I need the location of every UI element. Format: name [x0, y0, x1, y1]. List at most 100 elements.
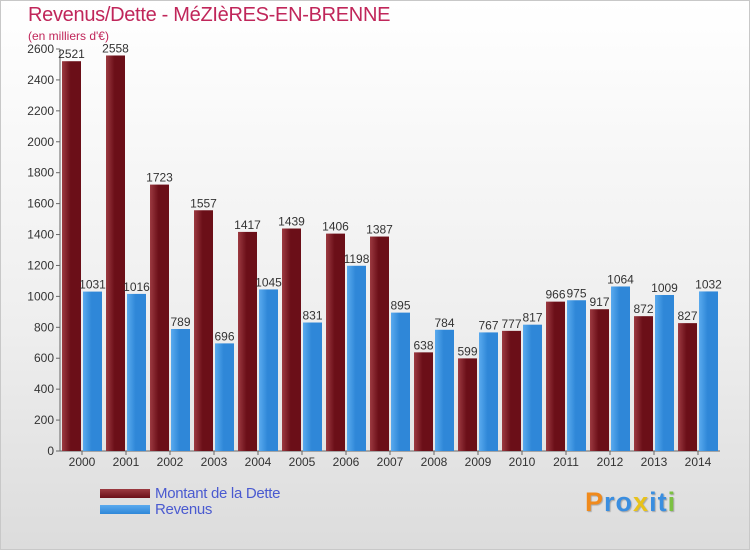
- bar-dette: [62, 61, 81, 452]
- y-tick-label: 1800: [27, 166, 54, 180]
- data-label-revenus: 831: [302, 309, 322, 323]
- x-tick-label: 2014: [685, 455, 712, 469]
- data-label-dette: 1723: [146, 171, 173, 185]
- proxiti-logo: Proxiti: [585, 487, 676, 518]
- bar-revenus: [83, 291, 102, 451]
- bar-dette: [370, 236, 389, 451]
- data-label-dette: 1406: [322, 220, 349, 234]
- logo-letter: P: [585, 487, 605, 517]
- bar-dette: [546, 301, 565, 451]
- data-label-revenus: 784: [434, 316, 454, 330]
- data-label-dette: 827: [677, 309, 697, 323]
- bar-revenus: [215, 343, 234, 451]
- data-label-revenus: 1045: [255, 275, 282, 289]
- data-label-revenus: 1064: [607, 272, 634, 286]
- bar-dette: [150, 184, 169, 451]
- bar-dette: [590, 309, 609, 451]
- x-tick-label: 2012: [597, 455, 624, 469]
- bar-dette: [502, 330, 521, 451]
- legend-swatch-revenus: [100, 505, 150, 514]
- bar-revenus: [567, 300, 586, 451]
- data-label-revenus: 767: [478, 318, 498, 332]
- y-tick-label: 400: [34, 382, 54, 396]
- x-tick-label: 2006: [333, 455, 360, 469]
- logo-letter: r: [604, 487, 616, 517]
- chart-subtitle: (en milliers d'€): [28, 29, 109, 43]
- x-tick-label: 2004: [245, 455, 272, 469]
- logo-letter: t: [657, 487, 668, 517]
- logo-letter: i: [649, 487, 658, 517]
- data-label-dette: 638: [413, 338, 433, 352]
- legend-swatch-dette: [100, 489, 150, 498]
- bar-revenus: [435, 329, 454, 451]
- logo-letter: o: [615, 487, 634, 517]
- y-tick-label: 1000: [27, 289, 54, 303]
- data-label-revenus: 696: [214, 329, 234, 343]
- y-tick-label: 0: [47, 444, 54, 458]
- data-label-revenus: 1031: [79, 278, 106, 292]
- bar-revenus: [479, 332, 498, 451]
- x-tick-label: 2003: [201, 455, 228, 469]
- bar-dette: [634, 316, 653, 451]
- bar-dette: [194, 210, 213, 451]
- data-label-revenus: 817: [522, 311, 542, 325]
- data-label-revenus: 1032: [695, 277, 722, 291]
- bar-revenus: [391, 312, 410, 451]
- y-tick-label: 2200: [27, 104, 54, 118]
- data-label-dette: 966: [545, 288, 565, 302]
- bar-revenus: [347, 265, 366, 451]
- data-label-revenus: 1198: [344, 252, 370, 266]
- y-tick-label: 2400: [27, 73, 54, 87]
- y-tick-label: 1600: [27, 197, 54, 211]
- y-tick-label: 600: [34, 351, 54, 365]
- x-tick-label: 2001: [113, 455, 140, 469]
- bar-revenus: [171, 329, 190, 451]
- bar-revenus: [699, 291, 718, 451]
- data-label-revenus: 975: [566, 286, 586, 300]
- bar-dette: [282, 228, 301, 451]
- legend-label-revenus: Revenus: [155, 501, 213, 518]
- data-label-dette: 599: [457, 344, 477, 358]
- data-label-dette: 1387: [366, 223, 393, 237]
- data-label-dette: 777: [501, 317, 521, 331]
- data-label-dette: 2558: [102, 41, 129, 55]
- bar-dette: [458, 358, 477, 451]
- data-label-revenus: 1009: [651, 281, 678, 295]
- x-tick-label: 2005: [289, 455, 316, 469]
- bar-dette: [326, 233, 345, 451]
- logo-letter: x: [633, 487, 650, 517]
- logo-letter: i: [667, 487, 677, 517]
- y-tick-label: 800: [34, 320, 54, 334]
- x-tick-label: 2013: [641, 455, 668, 469]
- x-tick-label: 2002: [157, 455, 184, 469]
- bar-revenus: [611, 286, 630, 451]
- data-label-dette: 1557: [190, 196, 217, 210]
- bar-revenus: [127, 293, 146, 451]
- data-label-dette: 872: [633, 302, 653, 316]
- bar-dette: [106, 55, 125, 452]
- data-label-dette: 917: [589, 295, 609, 309]
- data-label-dette: 2521: [58, 47, 85, 61]
- bar-dette: [414, 352, 433, 451]
- legend-label-dette: Montant de la Dette: [155, 485, 281, 502]
- x-tick-label: 2010: [509, 455, 536, 469]
- y-tick-label: 1200: [27, 258, 54, 272]
- bar-revenus: [259, 289, 278, 451]
- x-tick-label: 2000: [69, 455, 96, 469]
- bar-dette: [238, 231, 257, 451]
- data-label-dette: 1417: [234, 218, 261, 232]
- x-tick-label: 2007: [377, 455, 404, 469]
- x-tick-label: 2011: [553, 455, 579, 469]
- bar-dette: [678, 323, 697, 451]
- x-tick-label: 2009: [465, 455, 492, 469]
- bar-revenus: [655, 294, 674, 451]
- bar-revenus: [303, 322, 322, 451]
- data-label-revenus: 789: [170, 315, 190, 329]
- x-tick-label: 2008: [421, 455, 448, 469]
- data-label-dette: 1439: [278, 215, 305, 229]
- y-tick-label: 1400: [27, 228, 54, 242]
- y-tick-label: 2600: [27, 42, 54, 56]
- chart-title: Revenus/Dette - MéZIèRES-EN-BRENNE: [28, 4, 391, 26]
- bar-revenus: [523, 324, 542, 451]
